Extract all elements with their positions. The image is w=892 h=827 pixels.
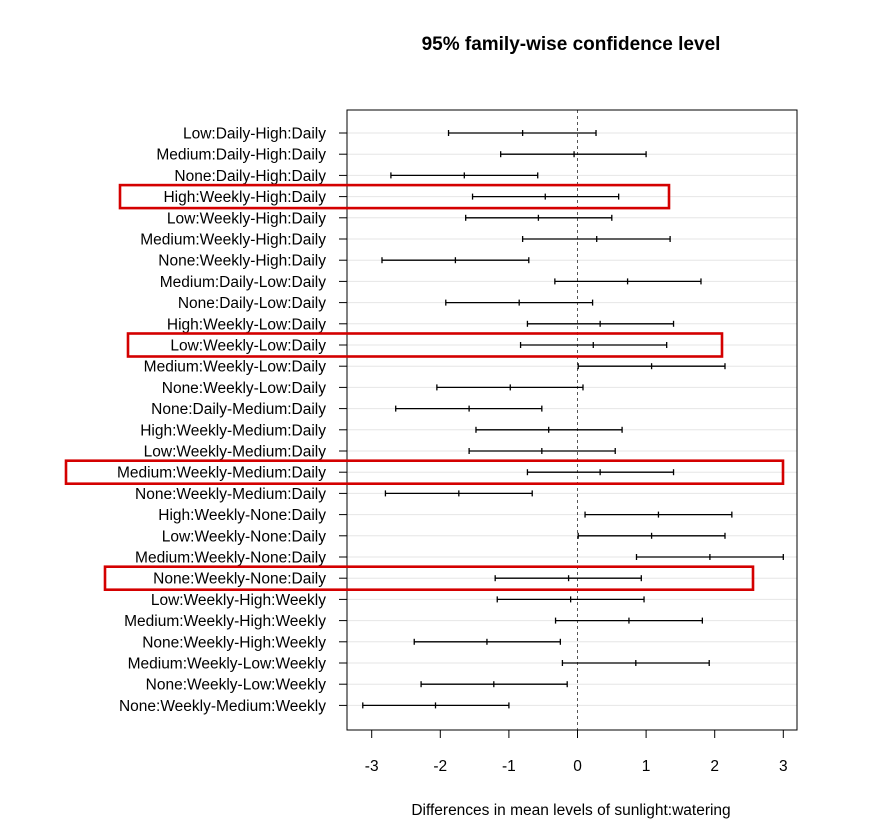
interval-10: [519, 342, 668, 348]
y-tick-label: High:Weekly-High:Daily: [163, 189, 326, 206]
y-tick-label: Low:Weekly-Low:Daily: [170, 338, 326, 355]
y-tick-label: High:Weekly-None:Daily: [158, 507, 326, 524]
interval-13: [395, 405, 543, 412]
y-tick-label: None:Weekly-Medium:Daily: [135, 486, 326, 503]
row-guide-lines: [347, 132, 797, 706]
interval-18: [584, 511, 733, 518]
interval-16: [526, 469, 675, 476]
interval-27: [362, 702, 510, 709]
y-tick-label: None:Daily-Low:Daily: [178, 295, 326, 312]
x-axis-label: Differences in mean levels of sunlight:w…: [411, 802, 730, 819]
y-tick-label: Low:Weekly-Medium:Daily: [144, 444, 327, 461]
plot-frame: [346, 109, 798, 731]
y-tick-label: Medium:Weekly-High:Weekly: [124, 613, 326, 630]
x-tick-label: 2: [710, 758, 719, 775]
y-tick-label: None:Weekly-None:Daily: [153, 571, 326, 588]
interval-6: [381, 257, 530, 264]
interval-14: [475, 426, 623, 433]
y-tick-label: High:Weekly-Medium:Daily: [140, 422, 326, 439]
chart-title: 95% family-wise confidence level: [422, 34, 721, 55]
interval-25: [561, 660, 710, 666]
confidence-intervals: [362, 130, 784, 709]
interval-2: [390, 172, 539, 179]
interval-26: [420, 681, 568, 688]
interval-23: [554, 617, 704, 624]
y-tick-label: Medium:Weekly-Low:Daily: [144, 359, 327, 376]
interval-7: [554, 278, 702, 285]
y-tick-label: High:Weekly-Low:Daily: [167, 316, 326, 333]
y-tick-label: Medium:Weekly-Low:Weekly: [128, 656, 327, 673]
interval-3: [471, 193, 620, 200]
y-tick-label: None:Daily-High:Daily: [174, 168, 326, 185]
y-tick-label: None:Weekly-Low:Weekly: [146, 677, 327, 694]
x-tick-label: 1: [642, 758, 651, 775]
interval-4: [465, 214, 613, 221]
interval-17: [384, 490, 533, 497]
y-axis: Low:Daily-High:Daily Medium:Daily-High:Da…: [117, 126, 347, 715]
y-tick-label: Low:Weekly-None:Daily: [162, 528, 326, 545]
highlight-box: [103, 565, 755, 592]
interval-9: [526, 320, 675, 327]
highlight-box: [126, 332, 724, 358]
y-tick-label: Low:Weekly-High:Daily: [167, 210, 326, 227]
x-tick-label: -2: [433, 758, 447, 775]
y-tick-label: Low:Daily-High:Daily: [183, 126, 326, 143]
highlight-box: [64, 459, 785, 486]
interval-5: [521, 236, 671, 242]
y-tick-label: None:Weekly-Medium:Weekly: [119, 698, 326, 715]
interval-8: [445, 299, 594, 306]
y-tick-label: Medium:Daily-Low:Daily: [160, 274, 326, 291]
interval-12: [436, 384, 584, 391]
interval-21: [494, 575, 642, 582]
y-tick-label: Medium:Weekly-Medium:Daily: [117, 465, 326, 482]
y-tick-label: None:Weekly-Low:Daily: [162, 380, 326, 397]
y-tick-label: Medium:Weekly-None:Daily: [135, 550, 326, 567]
highlight-box: [118, 183, 671, 210]
interval-0: [447, 130, 597, 136]
y-tick-label: Medium:Weekly-High:Daily: [140, 232, 326, 249]
interval-1: [500, 151, 647, 158]
y-tick-label: Low:Weekly-High:Weekly: [151, 592, 326, 609]
y-tick-label: None:Weekly-High:Weekly: [142, 634, 326, 651]
interval-11: [577, 363, 726, 370]
interval-24: [413, 638, 561, 645]
x-axis: -3 -2 -1 0 1 2 3: [365, 730, 788, 775]
x-tick-label: -3: [365, 758, 379, 775]
interval-20: [635, 554, 784, 560]
interval-22: [496, 596, 645, 603]
highlight-boxes: [64, 183, 785, 592]
x-tick-label: 3: [779, 758, 788, 775]
x-tick-label: 0: [573, 758, 582, 775]
x-tick-label: -1: [502, 758, 516, 775]
interval-15: [468, 448, 616, 454]
y-tick-label: None:Daily-Medium:Daily: [151, 401, 326, 418]
y-tick-label: Medium:Daily-High:Daily: [156, 147, 326, 164]
interval-19: [577, 532, 726, 539]
y-tick-label: None:Weekly-High:Daily: [158, 253, 326, 270]
